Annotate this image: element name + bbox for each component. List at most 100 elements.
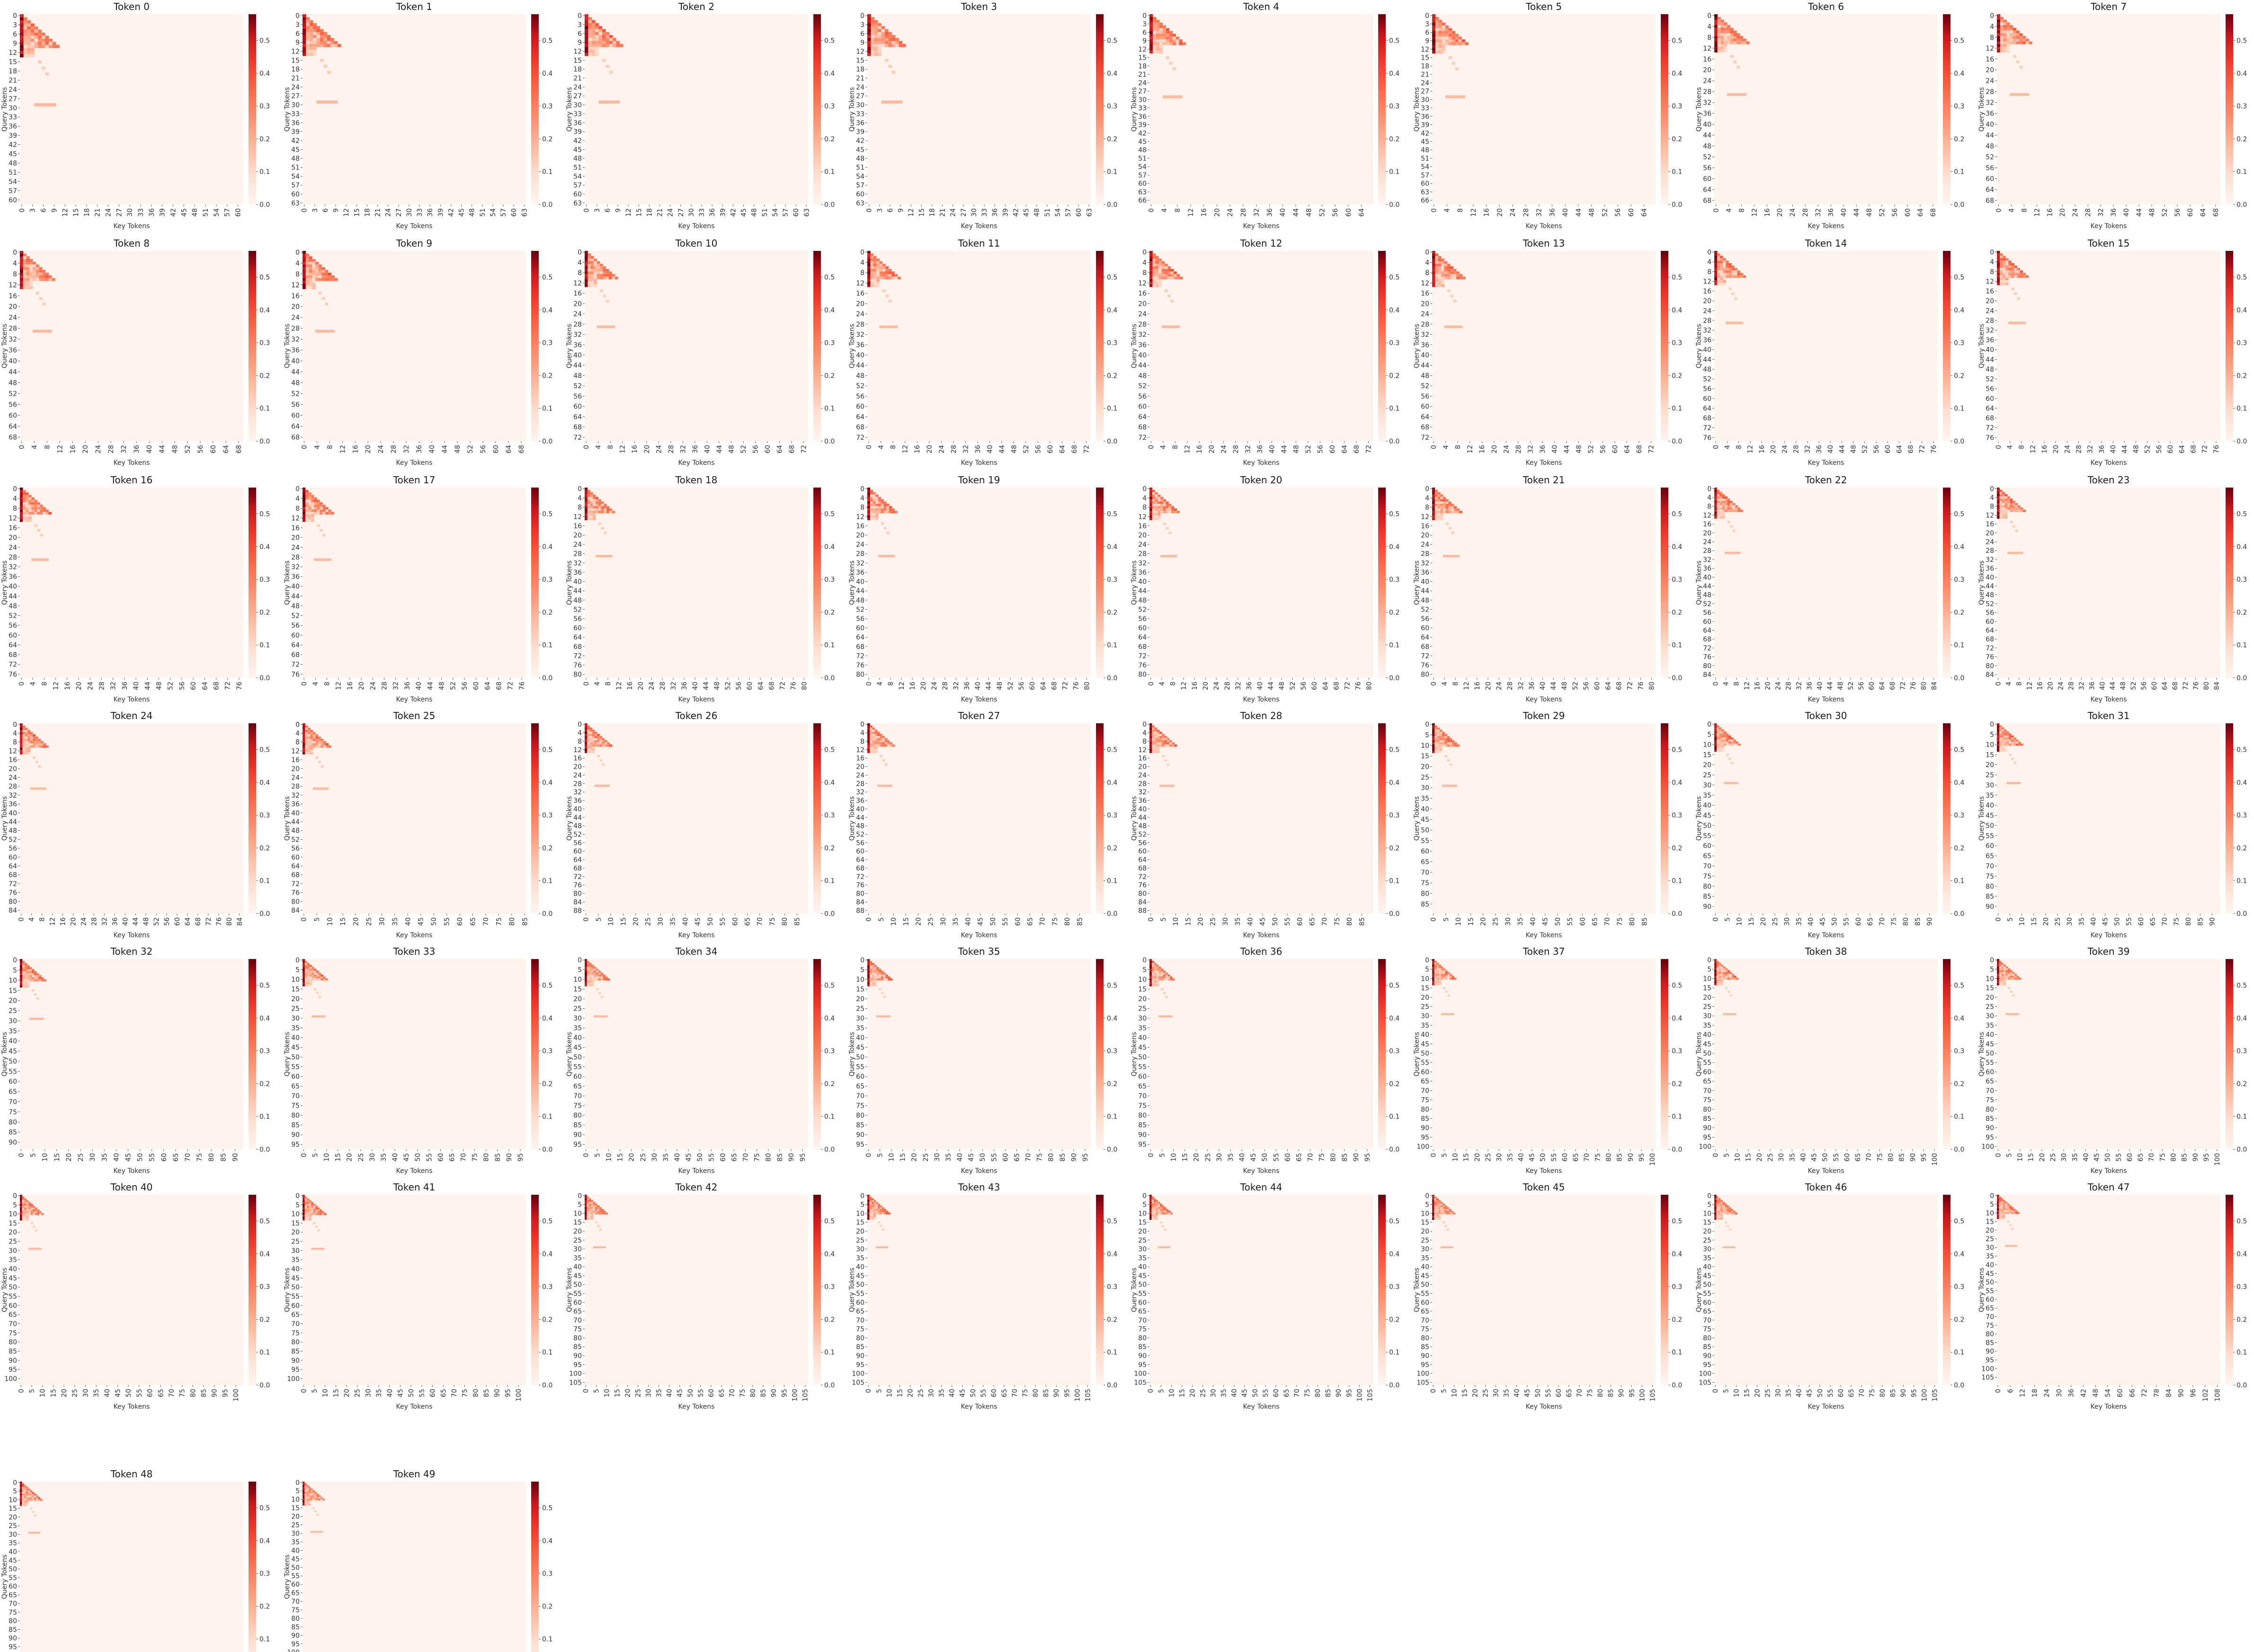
x-tick-label: 33 [981, 208, 989, 217]
heatmap-cell [39, 272, 43, 276]
x-tick-label: 76 [1910, 682, 1917, 690]
heatmap-cell [1152, 282, 1156, 285]
heatmap-cell [873, 264, 877, 266]
heatmap-cell [321, 267, 325, 270]
y-tick-label: 60 [1986, 618, 1994, 626]
heatmap-cell [598, 522, 601, 525]
heatmap-cell [1720, 25, 1724, 28]
x-tick-label: 12 [1184, 445, 1192, 453]
heatmap-cell [606, 506, 610, 509]
heatmap-cell [1437, 497, 1441, 499]
heatmap-cell [31, 509, 35, 512]
y-tick-label: 3 [860, 21, 864, 29]
heatmap-cell [878, 38, 882, 41]
heatmap-cell [2006, 41, 2010, 44]
heatmap-cell [894, 276, 898, 280]
x-tick-label: 64 [1040, 682, 1047, 690]
y-axis-label: Query Tokens [1695, 324, 1703, 368]
heatmap-cell [40, 743, 44, 746]
heatmap-cell [40, 745, 44, 748]
y-tick-label: 64 [1138, 634, 1147, 641]
x-axis-ticks: 0 4 8 12 16 20 24 28 32 36 40 44 48 52 56 60 64 68 [1712, 204, 1937, 217]
y-tick-label: 56 [9, 845, 17, 853]
heatmap-cell [2003, 277, 2006, 281]
heatmap-cell [1155, 513, 1158, 516]
heatmap-cell [2000, 258, 2003, 261]
heatmap-cell [2025, 275, 2029, 278]
heatmap-cell [1737, 66, 1740, 69]
heatmap-cell [585, 264, 588, 266]
heatmap-cell [1432, 22, 1436, 26]
heatmap-cell [873, 492, 876, 495]
heatmap-cell [2003, 265, 2006, 268]
x-tick-label: 60 [1868, 682, 1876, 690]
heatmap-cell [1728, 263, 1732, 266]
x-tick-label: 4 [2006, 445, 2014, 449]
heatmap-cell [1167, 274, 1171, 277]
heatmap-cell [1731, 268, 1735, 271]
colorbar-tick-label: 0.0 [542, 201, 552, 209]
heatmap-cell [318, 787, 321, 790]
heatmap-cell [41, 32, 45, 36]
y-tick-label: 3 [578, 21, 582, 29]
y-tick-label: 52 [856, 382, 864, 390]
heatmap-cells [1149, 14, 1186, 98]
panel-title: Token 16 [110, 474, 153, 486]
y-tick-label: 20 [1703, 530, 1711, 537]
heatmap-cell [585, 517, 588, 521]
heatmap-cell [2017, 268, 2020, 271]
heatmap-cell [1434, 511, 1438, 514]
x-tick-label: 76 [2192, 682, 2200, 690]
heatmap-cell [325, 512, 329, 515]
colorbar-tick-label: 0.2 [824, 609, 835, 616]
heatmap-cell [309, 275, 312, 278]
colorbar-gradient [1096, 251, 1104, 441]
heatmap-cell [1155, 282, 1159, 285]
heatmap-cell [867, 47, 871, 50]
colorbar-gradient [813, 14, 821, 204]
x-tick-label: 0 [18, 917, 26, 922]
x-tick-label: 60 [190, 682, 197, 690]
heatmap-cell [1448, 28, 1452, 31]
x-tick-label: 20 [643, 445, 651, 453]
heatmap-cell [585, 35, 588, 38]
heatmap-cell [589, 742, 593, 745]
y-tick-label: 0 [578, 249, 582, 257]
x-axis-label: Key Tokens [2091, 222, 2127, 230]
x-tick-label: 40 [692, 682, 699, 690]
heatmap-cell [2017, 321, 2020, 325]
heatmap-cell [1448, 34, 1452, 37]
heatmap-cell [1437, 517, 1441, 521]
heatmap-cell [2002, 514, 2005, 517]
heatmap-cell [1170, 300, 1174, 303]
x-tick-label: 12 [908, 208, 915, 217]
heatmap-cell [1722, 496, 1725, 499]
heatmap-cell [38, 745, 41, 748]
heatmap-cell [1719, 503, 1722, 506]
x-tick-label: 27 [677, 208, 685, 217]
heatmap-cell [867, 17, 871, 20]
y-tick-label: 15 [1138, 54, 1147, 62]
heatmap-cell [1174, 325, 1177, 329]
x-tick-label: 56 [1300, 682, 1308, 690]
heatmap-cell [1435, 47, 1439, 51]
heatmap-cell [327, 71, 331, 74]
colorbar: 0.00.10.20.30.40.5 [531, 14, 552, 209]
heatmap-cell [2006, 49, 2010, 53]
heatmap-cell [2003, 283, 2006, 285]
heatmap-cell [1432, 261, 1435, 264]
heatmap-cell [1435, 274, 1439, 277]
heatmap-cell [613, 41, 616, 44]
heatmap-cell [313, 38, 317, 41]
x-tick-label: 48 [996, 682, 1004, 690]
heatmap-cell [322, 533, 326, 537]
heatmap-cell [1717, 36, 1721, 39]
heatmap-cell [585, 738, 588, 741]
y-tick-label: 0 [1142, 485, 1147, 493]
x-tick-label: 24 [1509, 208, 1517, 217]
heatmap-cell [891, 44, 896, 47]
heatmap-cell [2012, 551, 2015, 554]
x-tick-label: 12 [339, 445, 347, 453]
heatmap-cell [1997, 496, 2000, 499]
